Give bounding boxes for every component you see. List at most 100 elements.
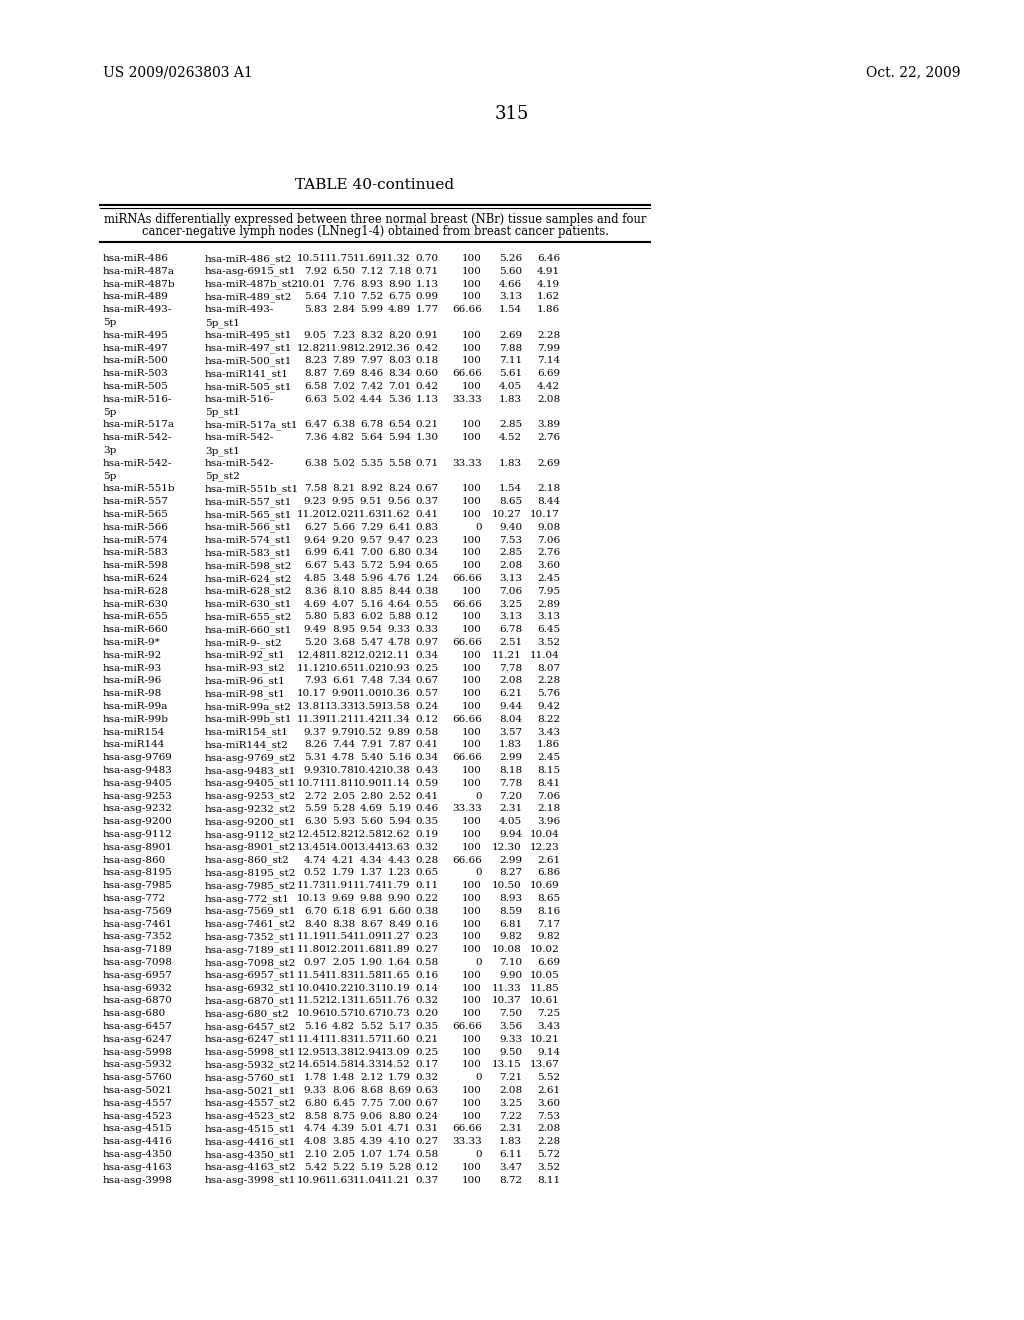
Text: 8.26: 8.26 <box>304 741 327 750</box>
Text: hsa-asg-6870_st1: hsa-asg-6870_st1 <box>205 997 296 1006</box>
Text: 9.89: 9.89 <box>388 727 411 737</box>
Text: 14.00: 14.00 <box>326 842 355 851</box>
Text: 2.18: 2.18 <box>537 804 560 813</box>
Text: hsa-asg-9769_st2: hsa-asg-9769_st2 <box>205 754 296 763</box>
Text: 0.20: 0.20 <box>416 1010 439 1018</box>
Text: 7.52: 7.52 <box>359 293 383 301</box>
Text: hsa-miR-542-: hsa-miR-542- <box>205 459 274 467</box>
Text: 13.15: 13.15 <box>493 1060 522 1069</box>
Text: 12.02: 12.02 <box>353 651 383 660</box>
Text: 2.12: 2.12 <box>359 1073 383 1082</box>
Text: 6.63: 6.63 <box>304 395 327 404</box>
Text: 5.59: 5.59 <box>304 804 327 813</box>
Text: 7.91: 7.91 <box>359 741 383 750</box>
Text: hsa-asg-3998: hsa-asg-3998 <box>103 1176 173 1184</box>
Text: 9.93: 9.93 <box>304 766 327 775</box>
Text: hsa-miR154_st1: hsa-miR154_st1 <box>205 727 289 738</box>
Text: 100: 100 <box>462 498 482 506</box>
Text: 2.08: 2.08 <box>499 1086 522 1096</box>
Text: 10.61: 10.61 <box>530 997 560 1006</box>
Text: 3.13: 3.13 <box>499 612 522 622</box>
Text: 2.45: 2.45 <box>537 574 560 583</box>
Text: 0.65: 0.65 <box>416 561 439 570</box>
Text: 3.47: 3.47 <box>499 1163 522 1172</box>
Text: 100: 100 <box>462 267 482 276</box>
Text: 0.33: 0.33 <box>416 626 439 634</box>
Text: 0.24: 0.24 <box>416 1111 439 1121</box>
Text: 5.72: 5.72 <box>359 561 383 570</box>
Text: 2.45: 2.45 <box>537 754 560 762</box>
Text: 4.07: 4.07 <box>332 599 355 609</box>
Text: 5.94: 5.94 <box>388 433 411 442</box>
Text: 7.18: 7.18 <box>388 267 411 276</box>
Text: 66.66: 66.66 <box>453 305 482 314</box>
Text: 8.68: 8.68 <box>359 1086 383 1096</box>
Text: hsa-asg-5998_st1: hsa-asg-5998_st1 <box>205 1048 296 1057</box>
Text: 6.78: 6.78 <box>499 626 522 634</box>
Text: 12.94: 12.94 <box>353 1048 383 1056</box>
Text: 5.26: 5.26 <box>499 253 522 263</box>
Text: 8.27: 8.27 <box>499 869 522 878</box>
Text: 10.17: 10.17 <box>297 689 327 698</box>
Text: hsa-miR-598_st2: hsa-miR-598_st2 <box>205 561 293 570</box>
Text: 0.12: 0.12 <box>416 1163 439 1172</box>
Text: hsa-asg-4515: hsa-asg-4515 <box>103 1125 173 1134</box>
Text: 4.52: 4.52 <box>499 433 522 442</box>
Text: 11.54: 11.54 <box>297 970 327 979</box>
Text: 0.34: 0.34 <box>416 651 439 660</box>
Text: 0.83: 0.83 <box>416 523 439 532</box>
Text: 5p_st2: 5p_st2 <box>205 471 240 482</box>
Text: 5.94: 5.94 <box>388 561 411 570</box>
Text: 11.83: 11.83 <box>326 1035 355 1044</box>
Text: hsa-asg-7098_st2: hsa-asg-7098_st2 <box>205 958 296 968</box>
Text: 9.20: 9.20 <box>332 536 355 545</box>
Text: hsa-asg-9769: hsa-asg-9769 <box>103 754 173 762</box>
Text: 12.30: 12.30 <box>493 842 522 851</box>
Text: hsa-asg-4350: hsa-asg-4350 <box>103 1150 173 1159</box>
Text: 6.80: 6.80 <box>304 1098 327 1107</box>
Text: hsa-asg-860_st2: hsa-asg-860_st2 <box>205 855 290 866</box>
Text: hsa-asg-4416_st1: hsa-asg-4416_st1 <box>205 1138 296 1147</box>
Text: 5.17: 5.17 <box>388 1022 411 1031</box>
Text: 7.10: 7.10 <box>499 958 522 968</box>
Text: 11.21: 11.21 <box>493 651 522 660</box>
Text: hsa-miR-489_st2: hsa-miR-489_st2 <box>205 293 293 302</box>
Text: 2.05: 2.05 <box>332 792 355 801</box>
Text: hsa-miR-9*: hsa-miR-9* <box>103 638 161 647</box>
Text: 0.12: 0.12 <box>416 612 439 622</box>
Text: 10.78: 10.78 <box>326 766 355 775</box>
Text: 9.33: 9.33 <box>388 626 411 634</box>
Text: 7.42: 7.42 <box>359 381 383 391</box>
Text: hsa-miR-655: hsa-miR-655 <box>103 612 169 622</box>
Text: hsa-asg-4557_st2: hsa-asg-4557_st2 <box>205 1098 296 1109</box>
Text: 10.96: 10.96 <box>297 1010 327 1018</box>
Text: 7.44: 7.44 <box>332 741 355 750</box>
Text: 9.06: 9.06 <box>359 1111 383 1121</box>
Text: hsa-miR-495_st1: hsa-miR-495_st1 <box>205 331 293 341</box>
Text: 5.52: 5.52 <box>537 1073 560 1082</box>
Text: 11.62: 11.62 <box>381 510 411 519</box>
Text: 0.25: 0.25 <box>416 1048 439 1056</box>
Text: 6.21: 6.21 <box>499 689 522 698</box>
Text: 66.66: 66.66 <box>453 715 482 723</box>
Text: 6.38: 6.38 <box>304 459 327 467</box>
Text: 8.34: 8.34 <box>388 370 411 379</box>
Text: hsa-asg-5021_st1: hsa-asg-5021_st1 <box>205 1086 296 1096</box>
Text: 8.15: 8.15 <box>537 766 560 775</box>
Text: 11.76: 11.76 <box>381 997 411 1006</box>
Text: 13.45: 13.45 <box>297 842 327 851</box>
Text: 100: 100 <box>462 561 482 570</box>
Text: 2.72: 2.72 <box>304 792 327 801</box>
Text: 13.09: 13.09 <box>381 1048 411 1056</box>
Text: 315: 315 <box>495 106 529 123</box>
Text: hsa-miR-551b: hsa-miR-551b <box>103 484 176 494</box>
Text: 6.69: 6.69 <box>537 958 560 968</box>
Text: 5.76: 5.76 <box>537 689 560 698</box>
Text: 5.61: 5.61 <box>499 370 522 379</box>
Text: 6.18: 6.18 <box>332 907 355 916</box>
Text: 7.20: 7.20 <box>499 792 522 801</box>
Text: 1.48: 1.48 <box>332 1073 355 1082</box>
Text: 0.14: 0.14 <box>416 983 439 993</box>
Text: 8.75: 8.75 <box>332 1111 355 1121</box>
Text: hsa-miR-92: hsa-miR-92 <box>103 651 162 660</box>
